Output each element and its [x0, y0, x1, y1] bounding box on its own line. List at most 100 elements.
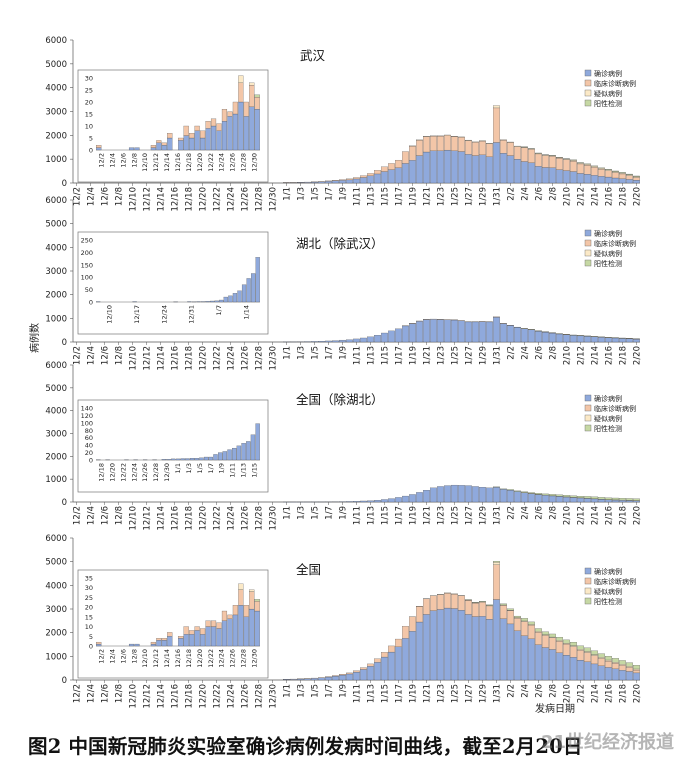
bar-confirmed	[430, 610, 437, 681]
inset-x-tick-label: 12/30	[251, 153, 259, 172]
x-tick-label: 2/4	[521, 187, 531, 201]
bar-confirmed	[507, 325, 514, 343]
x-tick-label: 2/6	[535, 346, 545, 360]
y-tick-label: 6000	[45, 196, 67, 206]
x-tick-label: 1/13	[367, 187, 377, 206]
x-tick-label: 1/15	[381, 346, 391, 365]
bar-confirmed	[381, 332, 388, 343]
bar-confirmed	[479, 154, 486, 184]
bar-confirmed	[409, 160, 416, 184]
bar-asymptomatic	[542, 493, 549, 496]
x-tick-label: 12/4	[87, 346, 97, 365]
bar-clinical	[619, 665, 626, 671]
inset-bar-confirmed	[210, 626, 217, 647]
x-tick-label: 1/9	[339, 187, 349, 201]
bar-confirmed	[416, 621, 423, 681]
x-tick-label: 2/10	[563, 187, 573, 206]
bar-confirmed	[521, 635, 528, 681]
bar-confirmed	[507, 623, 514, 681]
bar-asymptomatic	[556, 637, 563, 641]
bar-confirmed	[633, 672, 640, 681]
inset-x-tick-label: 12/10	[141, 153, 149, 172]
x-tick-label: 12/4	[87, 506, 97, 525]
bar-confirmed	[409, 631, 416, 681]
x-tick-label: 2/20	[633, 506, 643, 525]
inset-bar-confirmed	[237, 290, 242, 303]
inset-frame	[77, 231, 269, 335]
legend-swatch	[584, 394, 592, 402]
bar-clinical	[619, 173, 626, 179]
bar-confirmed	[570, 497, 577, 503]
bar-confirmed	[437, 486, 444, 503]
x-tick-label: 12/8	[115, 187, 125, 206]
bar-confirmed	[612, 337, 619, 343]
inset-bar-confirmed	[156, 142, 162, 151]
bar-confirmed	[374, 662, 381, 681]
x-tick-label: 1/17	[395, 684, 405, 703]
legend-swatch	[584, 239, 592, 247]
bar-clinical	[500, 139, 507, 154]
bar-clinical	[479, 602, 486, 617]
bar-asymptomatic	[549, 633, 556, 638]
bar-suspected	[584, 164, 591, 166]
y-tick-label: 1000	[45, 314, 67, 324]
inset-x-tick-label: 12/17	[133, 305, 141, 324]
bar-confirmed	[563, 655, 570, 681]
inset-y-tick-label: 40	[85, 442, 93, 450]
inset-bar-confirmed	[128, 643, 135, 647]
inset-bar-confirmed	[175, 458, 181, 461]
bar-confirmed	[521, 161, 528, 184]
bar-clinical	[612, 663, 619, 670]
bar-confirmed	[535, 330, 542, 343]
inset-x-tick-label: 1/1	[174, 463, 182, 473]
x-tick-label: 2/20	[633, 684, 643, 703]
inset-bar-confirmed	[161, 459, 167, 461]
inset-x-tick-label: 12/16	[174, 649, 182, 668]
inset-x-tick-label: 12/22	[207, 649, 215, 668]
inset-bar-confirmed	[210, 125, 217, 151]
x-tick-label: 2/10	[563, 346, 573, 365]
bar-confirmed	[472, 321, 479, 343]
bar-suspected	[612, 662, 619, 664]
bar-confirmed	[591, 663, 598, 681]
inset-x-tick-label: 12/26	[141, 463, 149, 482]
bar-clinical	[353, 177, 360, 180]
y-tick-label: 3000	[45, 108, 67, 118]
bar-confirmed	[311, 678, 318, 681]
x-tick-label: 1/11	[353, 187, 363, 206]
bar-asymptomatic	[542, 631, 549, 635]
inset-x-tick-label: 12/18	[185, 153, 193, 172]
x-tick-label: 12/16	[171, 506, 181, 531]
inset-bar-confirmed	[171, 458, 176, 461]
bar-confirmed	[339, 674, 346, 681]
x-tick-label: 12/14	[157, 506, 167, 531]
inset-x-tick-label: 12/14	[163, 649, 171, 668]
x-tick-label: 12/10	[129, 506, 139, 531]
inset-x-tick-label: 12/26	[229, 649, 237, 668]
bar-clinical	[402, 626, 409, 639]
inset-bar-clinical	[96, 145, 102, 148]
bar-confirmed	[416, 321, 423, 343]
bar-confirmed	[353, 178, 360, 184]
legend-swatch	[584, 414, 592, 422]
bar-asymptomatic	[493, 561, 500, 563]
bar-confirmed	[367, 500, 374, 503]
bar-confirmed	[304, 678, 311, 681]
x-tick-label: 2/8	[549, 187, 559, 201]
inset-y-tick-label: 80	[85, 427, 93, 435]
x-tick-label: 12/26	[241, 684, 251, 709]
inset-bar-confirmed	[199, 457, 204, 461]
x-tick-label: 12/16	[171, 187, 181, 212]
inset-y-tick-label: 150	[81, 261, 93, 269]
inset-bar-clinical	[150, 641, 156, 645]
bar-clinical	[367, 663, 374, 667]
x-tick-label: 12/2	[73, 346, 83, 365]
bar-asymptomatic	[528, 621, 535, 625]
x-tick-label: 12/6	[101, 187, 111, 206]
bar-confirmed	[332, 340, 339, 343]
inset-y-tick-label: 100	[81, 274, 93, 282]
bar-confirmed	[339, 339, 346, 343]
inset-y-tick-label: 100	[81, 419, 93, 427]
inset-bar-confirmed	[223, 296, 228, 303]
inset-y-tick-label: 25	[85, 594, 93, 602]
